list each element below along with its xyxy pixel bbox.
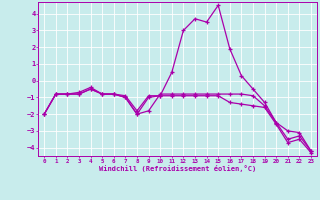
X-axis label: Windchill (Refroidissement éolien,°C): Windchill (Refroidissement éolien,°C) xyxy=(99,165,256,172)
